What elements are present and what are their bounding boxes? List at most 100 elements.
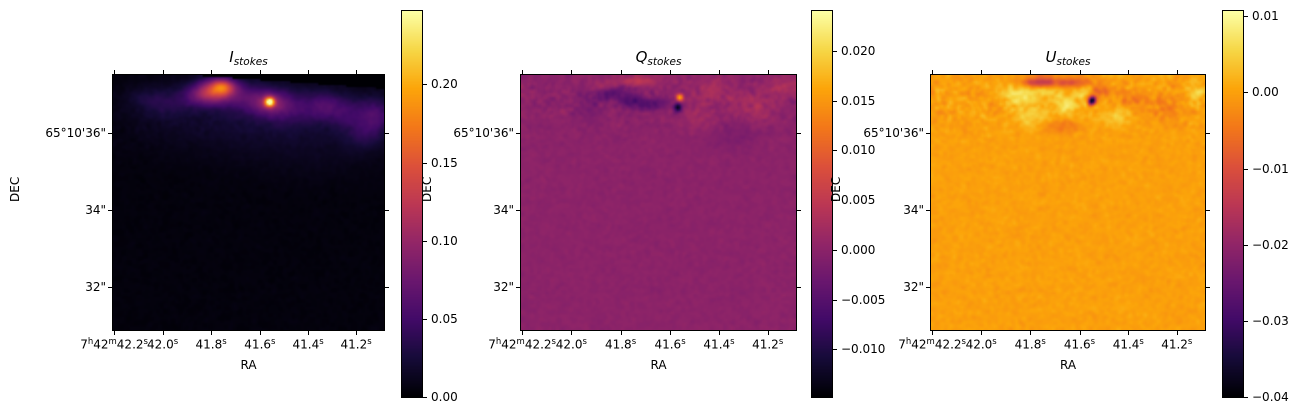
panel-title-sub: stokes	[233, 56, 268, 68]
colorbar-gradient-canvas	[812, 11, 832, 397]
colorbar-tick-label: 0.01	[1252, 9, 1279, 24]
y-tick-label: 65°10'36"	[863, 126, 924, 140]
y-axis-tick	[516, 133, 520, 134]
label-text: 41.4	[1112, 337, 1140, 352]
heatmap-canvas-U	[931, 75, 1205, 330]
label-text: 42	[93, 337, 109, 352]
x-axis-tick	[670, 331, 671, 335]
x-axis-tick-top	[114, 70, 115, 74]
y-axis-tick	[108, 133, 112, 134]
x-axis-tick-top	[522, 70, 523, 74]
superscript-unit: s	[681, 337, 686, 347]
x-tick-label: 7h42m42.2s	[54, 334, 174, 353]
colorbar-tick-label: −0.010	[841, 342, 886, 357]
x-axis-label-ra: RA	[1059, 358, 1077, 372]
colorbar-tick	[1244, 16, 1248, 17]
x-axis-tick	[1177, 331, 1178, 335]
colorbar-gradient-canvas	[1223, 11, 1243, 397]
x-axis-tick	[719, 331, 720, 335]
x-axis-tick	[1128, 331, 1129, 335]
colorbar-tick-label: 0.020	[841, 43, 876, 58]
colorbar-tick-label: −0.02	[1252, 237, 1289, 252]
label-text: 41.2	[340, 337, 368, 352]
label-text: 42.0	[965, 337, 993, 352]
colorbar-tick-label: −0.03	[1252, 313, 1289, 328]
x-tick-label: 41.6s	[610, 334, 730, 353]
x-axis-tick	[308, 331, 309, 335]
label-text: 42.0	[147, 337, 174, 352]
superscript-unit: s	[551, 337, 556, 347]
x-tick-label: 41.8 s	[151, 334, 271, 353]
y-axis-tick-right	[1206, 287, 1210, 288]
colorbar-tick-label: 0.00	[1252, 85, 1279, 100]
colorbar-tick	[833, 250, 837, 251]
colorbar-tick-label: −0.04	[1252, 390, 1289, 404]
colorbar-tick-label: 0.005	[841, 193, 876, 208]
x-axis-tick-top	[260, 70, 261, 74]
panel-title-sub: stokes	[647, 56, 682, 68]
panel-title-main: I	[229, 48, 234, 66]
panel-title-Q: Qstokes	[520, 47, 797, 72]
colorbar-tick	[833, 200, 837, 201]
superscript-unit: s	[992, 337, 997, 347]
panel-title-main: U	[1045, 48, 1057, 66]
label-text: 7	[898, 337, 906, 352]
y-axis-tick	[926, 287, 930, 288]
colorbar-tick	[833, 349, 837, 350]
x-tick-label: 41.4s	[248, 334, 368, 353]
colorbar-tick	[833, 300, 837, 301]
panel-title-main: Q	[635, 48, 648, 66]
label-text: 42.0	[555, 337, 583, 352]
label-text: 42.2	[116, 337, 144, 352]
superscript-unit: m	[516, 337, 525, 347]
x-axis-tick	[114, 331, 115, 335]
x-tick-label: 41.8s	[561, 334, 681, 353]
y-tick-label: 34"	[85, 202, 106, 217]
x-axis-tick-top	[163, 70, 164, 74]
x-axis-tick	[356, 331, 357, 335]
x-axis-tick	[522, 331, 523, 335]
colorbar-tick	[833, 51, 837, 52]
x-axis-tick	[211, 331, 212, 335]
superscript-unit: s	[778, 337, 784, 347]
colorbar-tick	[833, 101, 837, 102]
y-axis-tick-right	[385, 210, 389, 211]
x-tick-label: 41.2s	[1117, 334, 1237, 353]
x-tick-label: 41.8s	[970, 334, 1090, 353]
x-tick-label: 41.6s	[1020, 334, 1140, 353]
label-text: 41.8	[195, 337, 223, 352]
y-axis-tick-right	[1206, 133, 1210, 134]
x-axis-tick	[932, 331, 933, 335]
y-tick-label: 32"	[903, 279, 924, 294]
x-axis-tick-top	[719, 70, 720, 74]
superscript-unit: s	[173, 337, 179, 347]
x-axis-tick	[571, 331, 572, 335]
x-tick-label: 41.4 s	[659, 334, 779, 353]
y-tick-label: 32"	[85, 279, 106, 294]
superscript-unit: m	[926, 337, 935, 347]
label-text: 41.4	[703, 337, 731, 352]
y-tick-label: 65°10'36"	[453, 126, 514, 140]
colorbar-tick	[1244, 169, 1248, 170]
x-tick-label: 41.4s	[1068, 334, 1188, 353]
x-axis-tick-top	[768, 70, 769, 74]
x-axis-tick-top	[571, 70, 572, 74]
x-axis-tick	[768, 331, 769, 335]
y-tick-label: 34"	[493, 202, 514, 217]
y-axis-tick-right	[1206, 210, 1210, 211]
x-tick-label: 41.2s	[708, 334, 828, 353]
x-tick-label: 42.0s	[511, 334, 631, 353]
colorbar-tick	[423, 84, 427, 85]
colorbar-tick	[1244, 321, 1248, 322]
colorbar-tick	[423, 319, 427, 320]
x-axis-tick-top	[1030, 70, 1031, 74]
heatmap-canvas-Q	[521, 75, 796, 330]
label-text: 41.6	[244, 337, 272, 352]
x-axis-tick	[260, 331, 261, 335]
colorbar-tick	[423, 241, 427, 242]
map-panel-Q	[516, 70, 801, 335]
superscript-unit: s	[143, 337, 148, 347]
x-axis-tick-top	[621, 70, 622, 74]
heatmap-canvas-I	[113, 75, 384, 330]
